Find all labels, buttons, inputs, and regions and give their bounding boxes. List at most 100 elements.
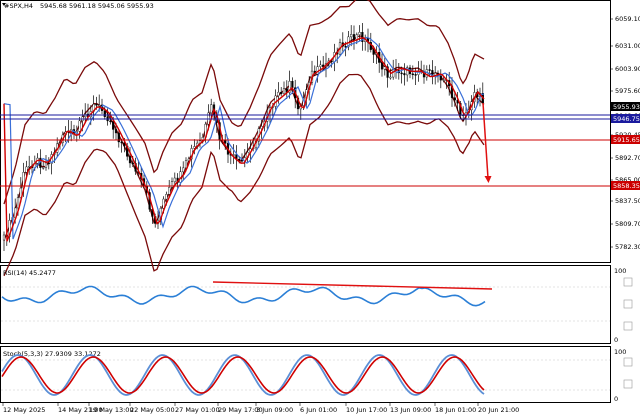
- candle-body: [109, 120, 112, 123]
- candle-body: [238, 158, 241, 161]
- candle-body: [389, 76, 392, 79]
- stoch-scale-box-1: [623, 357, 633, 367]
- candle-body: [184, 160, 188, 169]
- price-tick-label: 5865.00: [615, 176, 640, 184]
- candle-body: [165, 194, 168, 200]
- candle-body: [400, 72, 403, 75]
- candle-body: [19, 187, 22, 198]
- candle-body: [330, 60, 333, 63]
- forecast-arrow-line: [482, 102, 489, 179]
- bollinger-lower-band: [3, 73, 485, 277]
- moving-averages: [3, 36, 485, 242]
- time-tick-label: 19 May 13:00: [89, 406, 134, 414]
- candle-body: [350, 34, 353, 38]
- candle-body: [162, 198, 165, 209]
- price-axis: 6059.106031.006003.905975.605948.605920.…: [610, 15, 640, 251]
- rsi-label: RSI(14) 45.2477: [3, 269, 56, 277]
- price-tick-label: 6031.00: [615, 42, 640, 50]
- time-tick-label: 14 May 21:00: [58, 406, 103, 414]
- rsi-scale-box-2: [623, 299, 633, 309]
- candle-body: [372, 49, 375, 55]
- candle-body: [439, 75, 442, 81]
- stoch-main-line: [1, 354, 485, 396]
- candle-body: [25, 166, 28, 173]
- time-tick-label: 18 Jun 01:00: [435, 406, 476, 414]
- candle-body: [16, 197, 20, 209]
- price-tick-label: 5809.70: [615, 220, 640, 228]
- candle-body: [288, 80, 291, 93]
- candle-body: [403, 73, 406, 76]
- time-tick-label: 6 Jun 01:00: [300, 406, 337, 414]
- price-tick-label: 5782.30: [615, 243, 640, 251]
- candle-body: [316, 66, 319, 75]
- blue-level-tag: 5946.75: [613, 115, 640, 123]
- candle-body: [352, 34, 356, 41]
- red-upper-tag: 5915.65: [613, 136, 640, 144]
- red-lower-tag: 5858.35: [613, 182, 640, 190]
- candle-body: [112, 121, 115, 130]
- candle-body: [380, 62, 384, 70]
- candle-body: [8, 220, 11, 237]
- price-tick-label: 5975.60: [615, 87, 640, 95]
- forecast-arrow-head: [484, 176, 492, 183]
- candle-body: [47, 162, 50, 165]
- red-upper-tag-bg: [611, 135, 640, 144]
- time-tick-label: 10 Jun 17:00: [346, 406, 387, 414]
- candle-body: [2, 234, 6, 241]
- time-tick-label: 13 Jun 09:00: [390, 406, 431, 414]
- rsi-scale-box-1: [623, 277, 633, 287]
- red-lower-tag-bg: [611, 181, 640, 190]
- stoch-signal-line: [1, 356, 485, 394]
- price-tick-label: 5837.50: [615, 197, 640, 205]
- candle-body: [98, 104, 101, 107]
- time-tick-label: 12 May 2025: [3, 406, 45, 414]
- candle-body: [103, 110, 106, 117]
- rsi-trendline[interactable]: [212, 281, 493, 290]
- candle-body: [358, 32, 361, 35]
- candle-body: [240, 159, 244, 162]
- time-tick-label: 27 May 01:00: [175, 406, 220, 414]
- rsi-panel[interactable]: [0, 265, 611, 344]
- candle-body: [361, 32, 364, 42]
- stoch-scale-bottom: 0: [614, 395, 618, 403]
- rsi-scale-top: 100: [614, 267, 626, 275]
- current-price-tag-bg: [611, 102, 640, 111]
- candle-body: [280, 91, 283, 94]
- chart-ohlc: 5945.68 5961.18 5945.06 5955.93: [40, 2, 154, 10]
- current-price-tag: 5955.93: [613, 103, 640, 111]
- rsi-scale-box-3: [623, 321, 633, 331]
- candle-body: [170, 181, 174, 188]
- candle-body: [28, 165, 31, 168]
- stoch-scale-box-2: [623, 379, 633, 389]
- candle-body: [44, 162, 48, 168]
- price-tick-label: 5892.70: [615, 154, 640, 162]
- candle-body: [291, 80, 294, 88]
- candle-body: [224, 140, 227, 144]
- candle-body: [117, 132, 120, 143]
- candle-body: [383, 66, 386, 70]
- candle-body: [277, 91, 280, 97]
- candle-body: [128, 156, 132, 164]
- candle-body: [414, 74, 417, 76]
- rsi-line: [1, 285, 486, 307]
- stoch-scale-top: 100: [614, 348, 626, 356]
- candle-body: [319, 64, 322, 67]
- candle-body: [442, 79, 445, 81]
- main-chart-panel[interactable]: [0, 0, 611, 263]
- time-tick-label: 20 Jun 21:00: [478, 406, 519, 414]
- candle-body: [70, 129, 73, 132]
- candle-body: [428, 69, 431, 71]
- candle-body: [173, 177, 176, 182]
- symbol-dropdown-icon[interactable]: [2, 3, 6, 6]
- time-tick-label: 3 Jun 09:00: [256, 406, 293, 414]
- candle-body: [425, 69, 428, 78]
- candle-body: [168, 187, 171, 195]
- candle-body: [282, 88, 286, 94]
- price-tick-label: 6059.10: [615, 15, 640, 23]
- candle-body: [78, 120, 81, 132]
- candle-body: [42, 167, 45, 169]
- candle-body: [406, 67, 409, 76]
- candle-body: [411, 73, 414, 76]
